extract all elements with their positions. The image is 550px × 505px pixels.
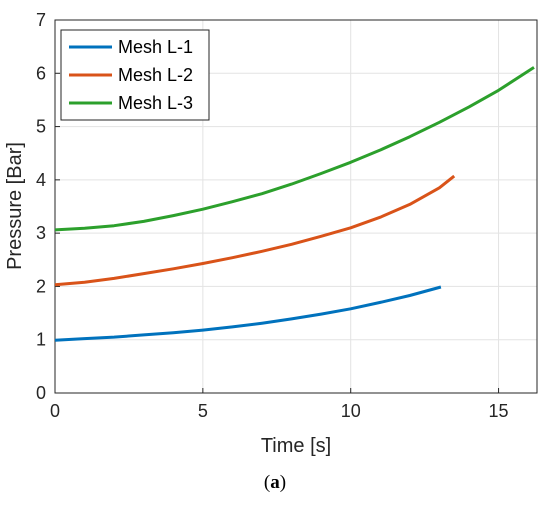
y-tick-label: 3 (36, 223, 46, 243)
legend-label-mesh-l-2: Mesh L-2 (118, 65, 193, 85)
y-tick-label: 2 (36, 276, 46, 296)
legend-label-mesh-l-1: Mesh L-1 (118, 37, 193, 57)
legend: Mesh L-1 Mesh L-2 Mesh L-3 (60, 29, 210, 121)
x-tick-label: 0 (50, 401, 60, 421)
y-tick-label: 7 (36, 10, 46, 30)
y-tick-label: 6 (36, 63, 46, 83)
axis-ticks: 0 5 10 15 0 1 2 3 4 5 6 7 (36, 10, 509, 421)
series-line-mesh-l-2 (54, 174, 456, 287)
y-axis-title: Pressure [Bar] (4, 142, 26, 270)
x-tick-label: 15 (489, 401, 509, 421)
y-tick-label: 4 (36, 170, 46, 190)
x-tick-label: 10 (341, 401, 361, 421)
figure-caption: (a) (0, 472, 550, 494)
x-axis-title: Time [s] (261, 435, 331, 457)
caption-letter: a (270, 472, 280, 493)
caption-open: ( (263, 472, 271, 493)
series-layer (54, 66, 535, 342)
y-tick-label: 1 (36, 330, 46, 350)
legend-label-mesh-l-3: Mesh L-3 (118, 93, 193, 113)
pressure-time-chart: 0 5 10 15 0 1 2 3 4 5 6 7 Time [s] Pressure [Bar] M… (4, 10, 538, 457)
plot-frame (54, 19, 538, 394)
caption-close: ) (279, 472, 287, 493)
grid-lines (54, 19, 537, 394)
x-tick-label: 5 (198, 401, 208, 421)
series-line-mesh-l-1 (54, 285, 442, 342)
series-line-mesh-l-3 (54, 66, 535, 232)
y-tick-label: 5 (36, 117, 46, 137)
y-tick-label: 0 (36, 383, 46, 403)
